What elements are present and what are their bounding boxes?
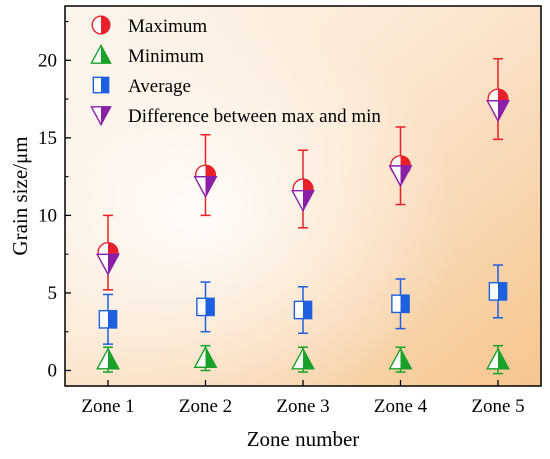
marker-fill (101, 77, 109, 93)
marker-fill (303, 301, 312, 319)
data-point (486, 347, 510, 370)
y-tick-label: 5 (48, 283, 58, 304)
markers-average (98, 282, 508, 329)
marker-fill (205, 298, 215, 316)
data-point (388, 347, 413, 370)
data-point (96, 253, 120, 276)
legend-marker (90, 43, 112, 64)
data-point (196, 297, 215, 317)
legend: Maximum Minimum Average Difference between … (90, 15, 381, 127)
y-tick-label: 15 (38, 128, 57, 149)
marker-fill (101, 45, 111, 64)
legend-label: Minimum (128, 46, 204, 67)
data-point (96, 347, 120, 370)
marker-fill (205, 176, 217, 197)
data-point (98, 309, 118, 329)
marker-fill (303, 348, 314, 369)
data-point (193, 345, 218, 368)
legend-marker (90, 106, 112, 127)
legend-item: Minimum (90, 43, 204, 67)
y-tick-label: 0 (48, 360, 58, 381)
marker-fill (400, 295, 410, 313)
x-tick-label: Zone 3 (276, 396, 329, 417)
marker-fill (101, 16, 110, 34)
marker-fill (400, 348, 412, 369)
marker-fill (400, 165, 412, 186)
data-point (388, 165, 413, 188)
marker-fill (303, 190, 314, 211)
marker-fill (498, 100, 509, 121)
y-tick-label: 20 (38, 50, 57, 71)
legend-item: Maximum (91, 15, 207, 37)
data-point (291, 189, 315, 213)
y-axis-label: Grain size/μm (8, 136, 32, 255)
marker-fill (108, 348, 119, 369)
legend-marker (92, 76, 110, 94)
data-point (193, 176, 218, 199)
data-point (488, 282, 508, 301)
legend-marker (91, 15, 111, 35)
marker-fill (498, 348, 509, 369)
marker-fill (108, 310, 117, 328)
legend-label: Average (128, 76, 191, 97)
x-tick-label: Zone 5 (471, 396, 524, 417)
marker-fill (498, 282, 507, 301)
data-point (486, 100, 510, 123)
x-tick-label: Zone 1 (81, 396, 134, 417)
markers-minimum (96, 345, 510, 370)
marker-fill (205, 347, 217, 368)
marker-fill (108, 254, 119, 275)
legend-label: Maximum (128, 16, 207, 37)
x-tick-label: Zone 2 (179, 396, 232, 417)
legend-label: Difference between max and min (128, 106, 381, 127)
legend-item: Average (92, 76, 191, 97)
x-tick-label: Zone 4 (374, 396, 428, 417)
legend-item: Difference between max and min (90, 106, 381, 127)
marker-fill (101, 106, 111, 125)
data-point (391, 294, 410, 314)
data-point (293, 300, 313, 320)
data-point (291, 347, 315, 370)
x-axis-label: Zone number (247, 427, 360, 451)
y-tick-label: 10 (38, 205, 57, 226)
markers-difference-between-max-and-min (96, 100, 510, 276)
